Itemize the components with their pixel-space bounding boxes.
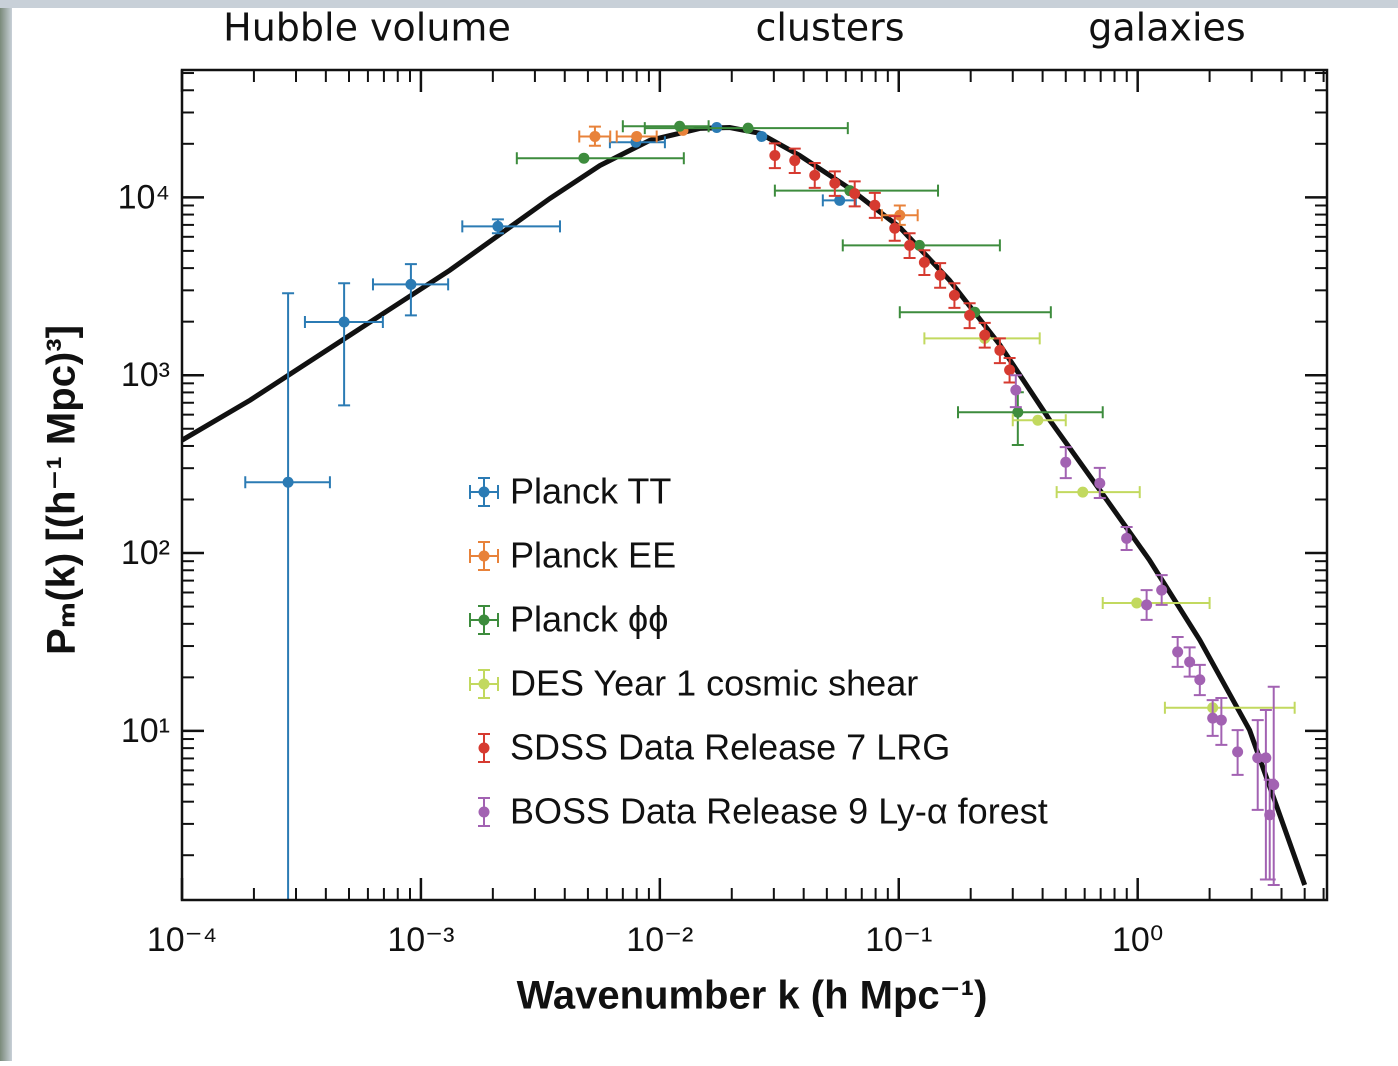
- data-point: [1232, 746, 1244, 758]
- data-point: [889, 222, 901, 234]
- data-point: [829, 177, 841, 189]
- data-point: [1012, 406, 1024, 418]
- data-point: [1252, 752, 1264, 764]
- data-point: [1268, 779, 1280, 791]
- data-point: [1094, 477, 1106, 489]
- data-point: [1131, 597, 1143, 609]
- data-point: [994, 344, 1006, 356]
- data-point: [948, 289, 960, 301]
- data-point: [904, 239, 916, 251]
- legend-icon: [478, 550, 490, 562]
- x-error-bar: [461, 220, 561, 233]
- data-point: [1215, 714, 1227, 726]
- data-point: [1264, 809, 1276, 821]
- data-point: [756, 130, 768, 142]
- data-point: [918, 256, 930, 268]
- x-error-bar: [957, 406, 1104, 419]
- data-point: [1060, 456, 1072, 468]
- data-point: [769, 149, 781, 161]
- data-point: [1184, 656, 1196, 668]
- y-tick-label: 10⁴: [118, 178, 170, 216]
- y-axis-label: Pₘ(k) [(h⁻¹ Mpc)³]: [40, 325, 84, 655]
- data-point: [913, 239, 925, 251]
- legend-icon: [478, 742, 490, 754]
- data-point: [1121, 532, 1133, 544]
- data-point: [849, 188, 861, 200]
- data-point: [1010, 384, 1022, 396]
- x-error-bar: [1101, 596, 1211, 609]
- x-tick-label: 10⁻³: [387, 921, 454, 959]
- x-error-bar: [1055, 486, 1141, 499]
- data-point: [979, 329, 991, 341]
- y-tick-label: 10¹: [121, 712, 170, 750]
- y-tick-label: 10³: [121, 356, 170, 394]
- x-error-bar: [621, 120, 710, 133]
- x-axis-label: Wavenumber k (h Mpc⁻¹): [517, 974, 988, 1018]
- legend-label: Planck EE: [510, 535, 676, 576]
- y-error-bar: [282, 292, 295, 900]
- plot-area: [182, 120, 1308, 900]
- legend-icon: [478, 486, 490, 498]
- y-error-bar: [1251, 719, 1264, 811]
- data-point: [1172, 646, 1184, 658]
- data-point: [1077, 486, 1089, 498]
- data-point: [934, 269, 946, 281]
- legend-icon: [478, 614, 490, 626]
- data-point: [674, 120, 686, 132]
- x-tick-label: 10⁻²: [626, 921, 693, 959]
- data-point: [809, 169, 821, 181]
- data-point: [405, 278, 417, 290]
- x-tick-label: 10⁻⁴: [147, 921, 217, 959]
- y-error-bar: [1263, 778, 1276, 881]
- x-error-bar: [515, 152, 685, 165]
- background-edge: [0, 0, 1398, 8]
- data-point: [1194, 674, 1206, 686]
- legend-label: DES Year 1 cosmic shear: [510, 663, 918, 704]
- legend-label: Planck ϕϕ: [510, 599, 668, 640]
- data-point: [589, 130, 601, 142]
- data-point: [1141, 599, 1153, 611]
- x-error-bar: [1163, 701, 1296, 714]
- data-point: [964, 309, 976, 321]
- y-error-bar: [338, 282, 351, 407]
- data-point: [789, 155, 801, 167]
- data-point: [1004, 364, 1016, 376]
- data-point: [834, 194, 846, 206]
- annotation: galaxies: [1088, 6, 1245, 50]
- data-point: [1032, 414, 1044, 426]
- background-edge: [0, 0, 12, 1061]
- legend-icon: [478, 806, 490, 818]
- legend-label: Planck TT: [510, 471, 671, 512]
- annotation: Hubble volume: [223, 6, 511, 50]
- model-curve: [182, 124, 1308, 886]
- data-point: [1260, 752, 1272, 764]
- x-tick-label: 10⁻¹: [865, 921, 932, 959]
- legend-icon: [478, 678, 490, 690]
- legend-label: SDSS Data Release 7 LRG: [510, 727, 950, 768]
- data-point: [578, 152, 590, 164]
- data-point: [338, 316, 350, 328]
- legend-label: BOSS Data Release 9 Ly-α forest: [510, 791, 1048, 832]
- annotation: clusters: [755, 6, 904, 50]
- plot-frame: [180, 68, 1329, 902]
- data-point: [282, 476, 294, 488]
- y-tick-label: 10²: [121, 534, 170, 572]
- data-point: [869, 199, 881, 211]
- data-point: [631, 130, 643, 142]
- data-point: [742, 122, 754, 134]
- data-point: [492, 220, 504, 232]
- data-point: [1156, 584, 1168, 596]
- data-point: [1207, 712, 1219, 724]
- x-tick-label: 10⁰: [1112, 921, 1163, 959]
